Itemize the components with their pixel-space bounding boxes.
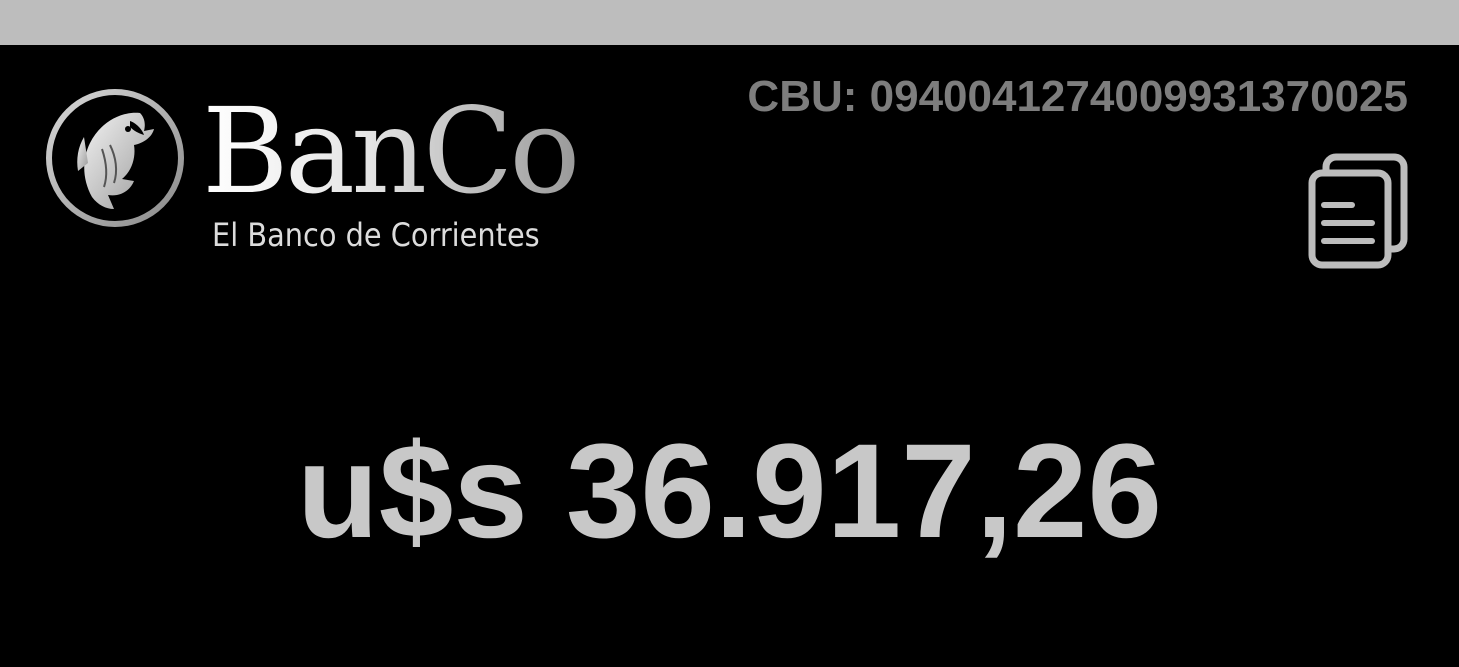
account-balance: u$s 36.917,26 bbox=[0, 417, 1459, 567]
bank-tagline: El Banco de Corrientes bbox=[212, 216, 540, 254]
copy-cbu-button[interactable] bbox=[1308, 151, 1408, 269]
cbu-label: CBU: bbox=[747, 72, 858, 121]
copy-document-icon[interactable] bbox=[1308, 151, 1408, 269]
account-card: BanCo El Banco de Corrientes CBU: 094004… bbox=[0, 45, 1459, 667]
fish-emblem-icon bbox=[44, 87, 186, 229]
cbu-text: CBU: 0940041274009931370025 bbox=[747, 71, 1408, 123]
balance-currency: u$s bbox=[296, 417, 528, 566]
balance-amount: 36.917,26 bbox=[565, 417, 1163, 566]
bank-logo: BanCo El Banco de Corrientes bbox=[44, 87, 584, 267]
cbu-number: 0940041274009931370025 bbox=[869, 72, 1408, 121]
top-status-strip bbox=[0, 0, 1459, 45]
bank-wordmark: BanCo bbox=[202, 82, 580, 220]
